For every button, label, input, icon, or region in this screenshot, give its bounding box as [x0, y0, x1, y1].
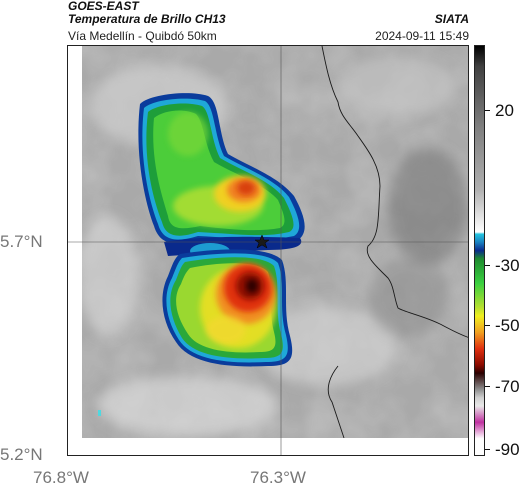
- border-line: [321, 46, 468, 338]
- colorbar-tick-label: -30: [495, 256, 520, 275]
- satellite-map: [67, 45, 469, 456]
- x-tick-label: 76.3°W: [250, 468, 306, 487]
- star-icon: [254, 234, 270, 249]
- y-tick-label: 5.7°N: [0, 232, 43, 251]
- timestamp-label: 2024-09-11 15:49: [375, 29, 469, 43]
- border-line-south: [327, 365, 345, 439]
- colorbar-tick-label: 20: [495, 101, 514, 120]
- colorbar-tick-label: -50: [495, 316, 520, 335]
- colorbar-tick-label: -70: [495, 377, 520, 396]
- region-subtitle: Vía Medellín - Quibdó 50km: [68, 29, 217, 43]
- x-tick-label: 76.8°W: [33, 468, 89, 487]
- title-product: Temperatura de Brillo CH13: [68, 12, 226, 26]
- storm-cell-south: [162, 249, 293, 367]
- y-tick-label: 5.2°N: [0, 445, 43, 464]
- small-cloud-pixel: [98, 410, 101, 416]
- title-satellite: GOES-EAST: [68, 0, 139, 13]
- brand-label: SIATA: [434, 12, 469, 26]
- map-svg: [68, 46, 468, 455]
- colorbar-tick-label: -90: [495, 440, 520, 459]
- colorbar: [474, 45, 485, 456]
- storm-cell-north: [138, 93, 305, 244]
